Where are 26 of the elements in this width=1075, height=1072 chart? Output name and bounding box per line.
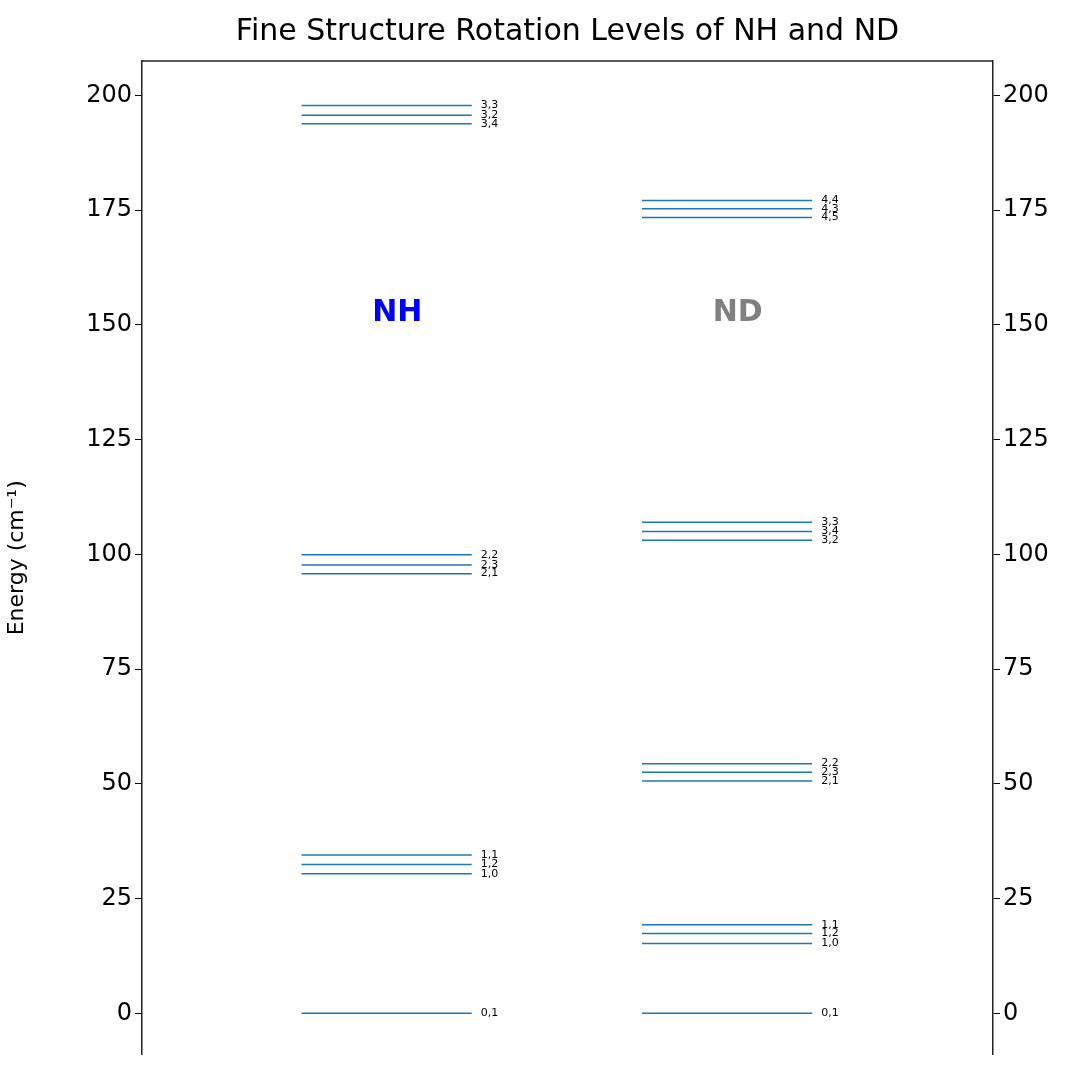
y-tick-label: 200 (86, 79, 132, 108)
y-tick-label: 100 (86, 538, 132, 567)
y2-tick-label: 0 (1003, 997, 1019, 1026)
y2-tick-label: 100 (1003, 538, 1049, 567)
series-label: 0,1 (821, 1006, 839, 1020)
y-tick-label: 25 (101, 882, 132, 911)
annotation: ND (712, 293, 763, 329)
y-tick-label: 125 (86, 423, 132, 452)
y2-tick-label: 50 (1003, 768, 1034, 797)
y2-tick-label: 75 (1003, 653, 1034, 682)
series-label: 0,1 (480, 1006, 499, 1020)
y-tick-label: 50 (101, 768, 132, 797)
y-axis-title: Energy (cm⁻¹) (2, 480, 28, 636)
series-label: 1,0 (821, 936, 839, 950)
y-tick-label: 175 (86, 194, 132, 223)
annotation: NH (372, 293, 423, 329)
y2-tick-label: 125 (1003, 423, 1049, 452)
series-label: 2,2 (480, 547, 499, 561)
y2-tick-label: 175 (1003, 194, 1049, 223)
y2-tick-label: 25 (1003, 882, 1034, 911)
y2-tick-label: 200 (1003, 79, 1049, 108)
y-tick-label: 150 (86, 309, 132, 338)
chart-title: Fine Structure Rotation Levels of NH and ND (235, 11, 900, 47)
y-tick-label: 0 (116, 997, 132, 1026)
y2-tick-label: 150 (1003, 309, 1049, 338)
y-tick-label: 75 (101, 653, 132, 682)
